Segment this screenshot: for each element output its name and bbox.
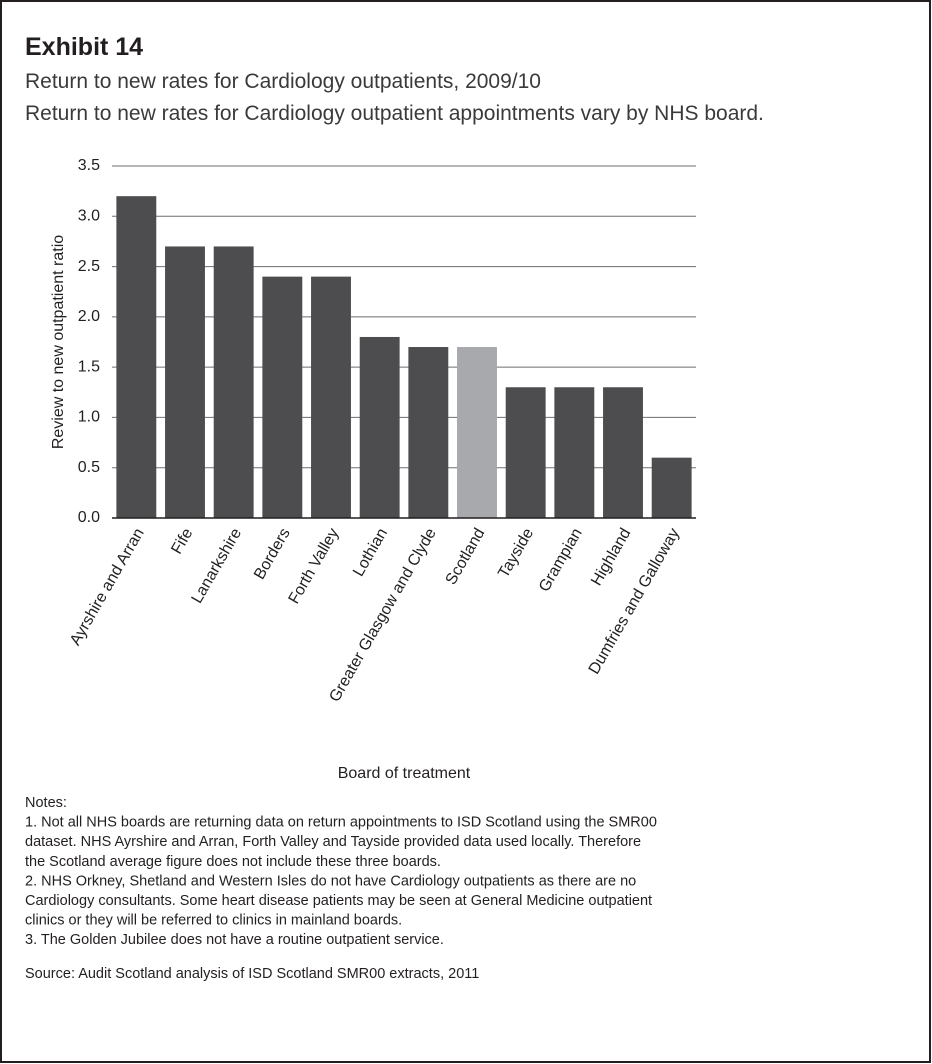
y-tick-label: 0.5 xyxy=(78,459,100,476)
y-tick-label: 0.0 xyxy=(78,509,100,526)
bar xyxy=(408,347,449,518)
x-tick-label: Lothian xyxy=(350,526,391,580)
chart-title: Exhibit 14 xyxy=(25,33,143,61)
bar xyxy=(311,276,351,518)
note-line: clinics or they will be referred to clin… xyxy=(25,913,402,929)
bar xyxy=(651,457,692,518)
x-tick-label: Tayside xyxy=(495,525,537,581)
x-tick-label: Scotland xyxy=(443,526,489,588)
note-line: the Scotland average figure does not inc… xyxy=(25,854,441,870)
y-tick-label: 3.0 xyxy=(78,208,100,225)
y-tick-label: 3.5 xyxy=(78,157,100,174)
x-tick-label: Greater Glasgow and Clyde xyxy=(326,525,439,705)
bar xyxy=(262,276,303,518)
note-line: 1. Not all NHS boards are returning data… xyxy=(25,815,657,831)
bar xyxy=(603,387,643,518)
bar xyxy=(505,387,546,518)
x-tick-label: Fife xyxy=(168,525,196,557)
note-line: 3. The Golden Jubilee does not have a ro… xyxy=(25,932,444,948)
x-axis-title: Board of treatment xyxy=(338,765,471,782)
note-line: Cardiology consultants. Some heart disea… xyxy=(25,893,652,909)
chart-description: Return to new rates for Cardiology outpa… xyxy=(25,102,764,125)
x-tick-label: Grampian xyxy=(536,526,586,595)
bar xyxy=(116,196,157,518)
y-tick-label: 1.5 xyxy=(78,358,100,375)
bar xyxy=(213,246,254,518)
bar xyxy=(457,347,497,518)
y-tick-label: 1.0 xyxy=(78,409,100,426)
chart-subtitle: Return to new rates for Cardiology outpa… xyxy=(25,70,541,93)
x-tick-label: Lanarkshire xyxy=(189,525,246,606)
source: Source: Audit Scotland analysis of ISD S… xyxy=(25,966,479,982)
note-line: 2. NHS Orkney, Shetland and Western Isle… xyxy=(25,873,636,889)
x-tick-label: Borders xyxy=(251,526,294,583)
bar xyxy=(359,336,400,518)
note-line: Notes: xyxy=(25,795,67,811)
x-tick-label: Dumfries and Galloway xyxy=(586,526,683,678)
x-tick-label: Ayrshire and Arran xyxy=(67,526,148,649)
note-line: dataset. NHS Ayrshire and Arran, Forth V… xyxy=(25,834,641,850)
y-tick-label: 2.0 xyxy=(78,308,100,325)
bar xyxy=(554,387,595,518)
bar xyxy=(165,246,205,518)
y-axis-title: Review to new outpatient ratio xyxy=(50,235,67,449)
x-tick-label: Highland xyxy=(588,526,634,589)
x-tick-label: Forth Valley xyxy=(286,526,343,607)
y-tick-label: 2.5 xyxy=(78,258,100,275)
